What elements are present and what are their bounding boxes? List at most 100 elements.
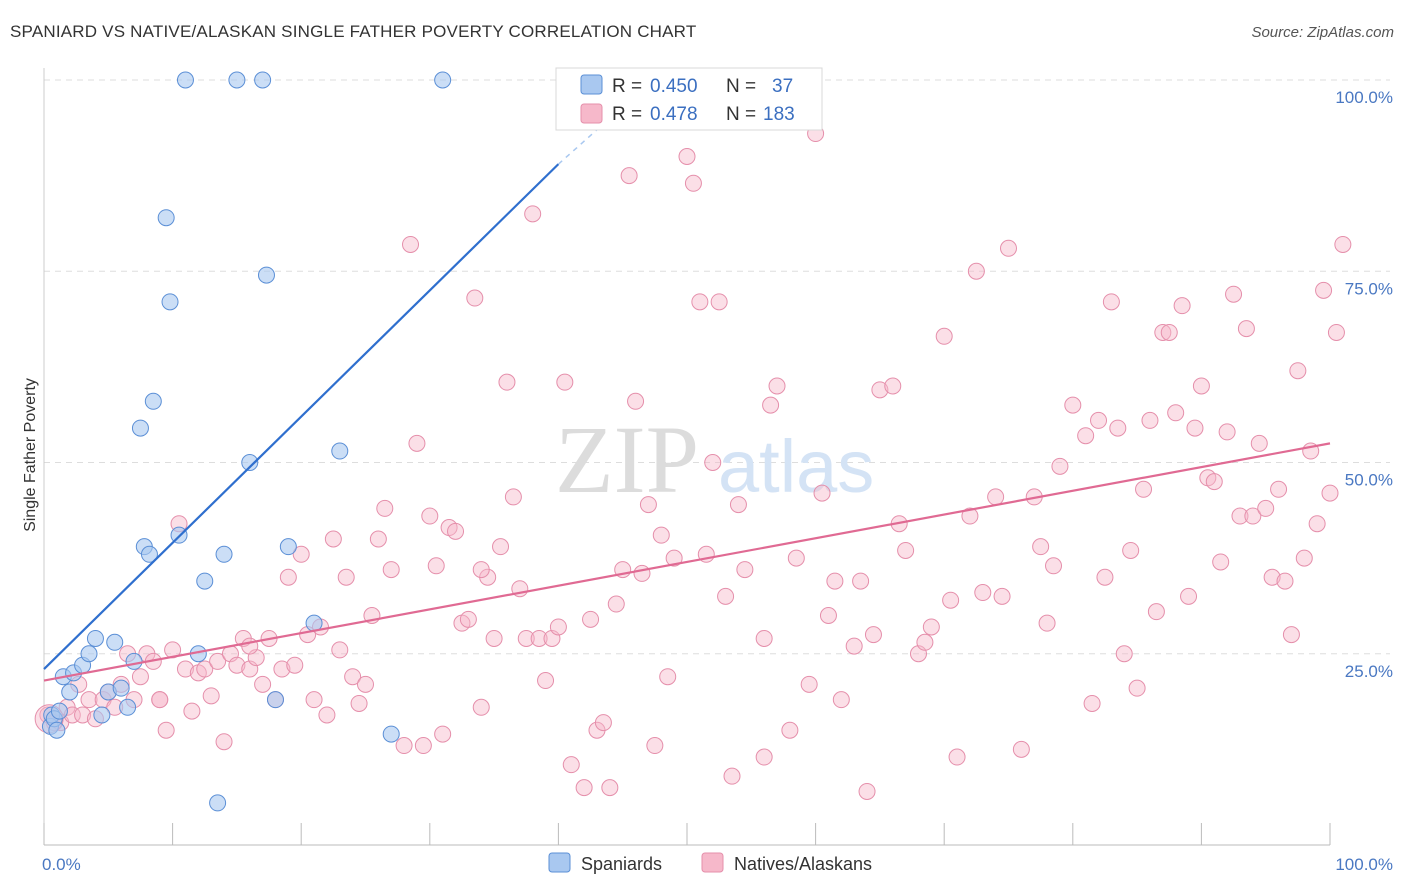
natives-point — [337, 568, 355, 586]
stats-legend-n-label-2: N = — [726, 104, 756, 125]
spaniards-point — [279, 538, 297, 556]
trend-lines — [43, 117, 1331, 682]
natives-point — [1263, 568, 1281, 586]
natives-point — [472, 698, 490, 716]
stats-legend-swatch-natives — [580, 103, 603, 124]
natives-point — [498, 373, 516, 391]
natives-trend-line — [43, 442, 1331, 682]
natives-point — [684, 174, 702, 192]
natives-point — [215, 733, 233, 751]
y-tick-label-3: 100.0% — [1335, 88, 1393, 107]
natives-point — [382, 561, 400, 579]
natives-point — [74, 706, 92, 724]
natives-point — [987, 488, 1005, 506]
natives-point — [845, 637, 863, 655]
natives-point — [781, 721, 799, 739]
natives-point — [1282, 626, 1300, 644]
natives-point — [1077, 427, 1095, 445]
natives-point — [1257, 499, 1275, 517]
natives-point — [736, 561, 754, 579]
natives-point — [1096, 568, 1114, 586]
spaniards-point — [125, 652, 143, 670]
natives-point — [601, 779, 619, 797]
natives-point — [852, 572, 870, 590]
natives-point — [1102, 293, 1120, 311]
series-legend-swatch-natives — [701, 852, 724, 873]
natives-point — [324, 530, 342, 548]
spaniards-point — [228, 71, 246, 89]
natives-point — [1218, 423, 1236, 441]
spaniards-point — [434, 71, 452, 89]
natives-point — [414, 737, 432, 755]
natives-point — [1167, 404, 1185, 422]
natives-point — [1032, 538, 1050, 556]
natives-point — [832, 691, 850, 709]
natives-point — [350, 694, 368, 712]
natives-point — [1012, 740, 1030, 758]
natives-point — [485, 629, 503, 647]
spaniards-point — [80, 645, 98, 663]
natives-point — [1205, 473, 1223, 491]
natives-point — [504, 488, 522, 506]
stats-legend-n-value-1: 37 — [772, 76, 793, 97]
natives-point — [447, 522, 465, 540]
natives-point — [472, 561, 490, 579]
spaniards-point — [209, 794, 227, 812]
natives-point — [993, 587, 1011, 605]
natives-point — [1334, 235, 1352, 253]
natives-point — [395, 737, 413, 755]
spaniards-point — [50, 702, 68, 720]
spaniards-point — [254, 71, 272, 89]
natives-point — [1141, 411, 1159, 429]
natives-point — [768, 377, 786, 395]
natives-point — [151, 691, 169, 709]
spaniards-trend-extension — [557, 117, 611, 165]
natives-point — [948, 748, 966, 766]
grid-lines — [44, 79, 1390, 655]
natives-point — [1225, 285, 1243, 303]
natives-point — [1045, 557, 1063, 575]
spaniards-point — [106, 633, 124, 651]
natives-point — [434, 725, 452, 743]
natives-point — [935, 327, 953, 345]
natives-point — [884, 377, 902, 395]
natives-point — [922, 618, 940, 636]
natives-point — [1192, 377, 1210, 395]
natives-point — [1315, 281, 1333, 299]
natives-point — [228, 656, 246, 674]
natives-point — [1276, 572, 1294, 590]
y-axis-title: Single Father Poverty — [22, 378, 39, 532]
natives-point — [1289, 362, 1307, 380]
x-tick-label-0: 0.0% — [42, 855, 81, 874]
natives-point — [1327, 323, 1345, 341]
natives-point — [344, 668, 362, 686]
watermark-zip: ZIP — [555, 406, 699, 513]
natives-point — [157, 721, 175, 739]
spaniards-point — [144, 392, 162, 410]
stats-legend-r-value-2: 0.478 — [650, 104, 698, 125]
spaniards-trend-line — [43, 163, 560, 670]
spaniards-point — [257, 266, 275, 284]
natives-point — [691, 293, 709, 311]
natives-point — [1308, 515, 1326, 533]
natives-point — [678, 148, 696, 165]
natives-point — [897, 541, 915, 559]
natives-point — [279, 568, 297, 586]
natives-point — [1180, 587, 1198, 605]
natives-point — [787, 549, 805, 567]
spaniards-point — [112, 679, 130, 697]
natives-point — [575, 779, 593, 797]
natives-point — [723, 767, 741, 785]
x-tick-label-1: 100.0% — [1335, 855, 1393, 874]
spaniards-point — [157, 209, 175, 227]
natives-point — [537, 672, 555, 690]
spaniards-point — [61, 683, 79, 701]
spaniards-point — [331, 442, 349, 460]
natives-point — [729, 496, 747, 514]
natives-point — [1212, 553, 1230, 571]
natives-point — [305, 691, 323, 709]
natives-point — [421, 507, 439, 525]
natives-point — [492, 538, 510, 556]
natives-point — [196, 660, 214, 678]
